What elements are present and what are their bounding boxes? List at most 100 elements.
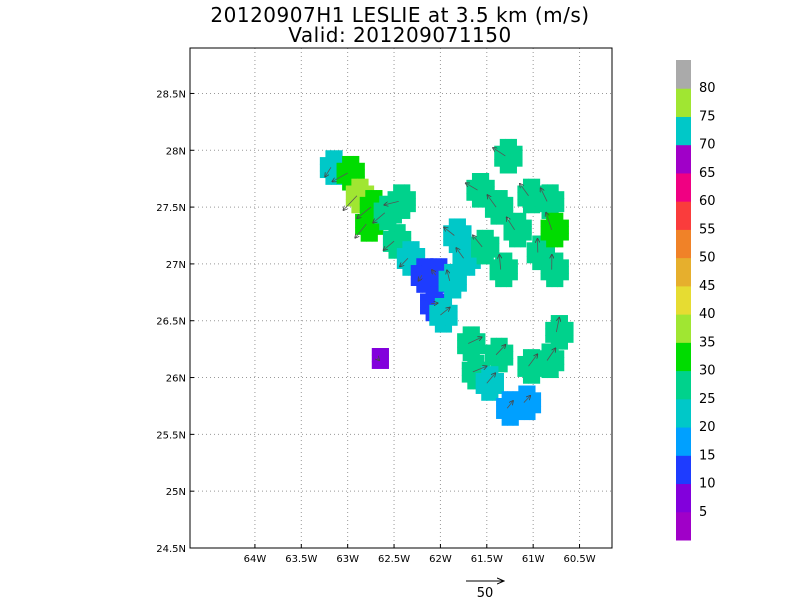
- field-cell: [558, 357, 565, 365]
- field-cell: [388, 230, 395, 239]
- field-cell: [562, 226, 569, 234]
- field-cell: [330, 150, 338, 158]
- field-cell: [528, 369, 535, 377]
- colorbar-label: 45: [699, 279, 716, 294]
- field-cell: [379, 223, 386, 231]
- field-cell: [556, 321, 563, 330]
- field-cell: [540, 226, 547, 234]
- field-cell: [478, 354, 485, 363]
- field-cell: [398, 204, 405, 213]
- field-cell: [342, 155, 349, 164]
- field-cell: [518, 385, 525, 393]
- field-cell: [462, 346, 469, 355]
- field-cell: [528, 355, 535, 364]
- field-cell: [529, 412, 536, 421]
- field-cell: [534, 362, 541, 371]
- field-cell: [366, 213, 373, 222]
- field-cell: [496, 398, 503, 406]
- field-cell: [496, 210, 503, 218]
- field-cell: [388, 251, 395, 259]
- field-cell: [402, 261, 409, 269]
- field-cell: [384, 209, 391, 217]
- field-cell: [541, 343, 548, 351]
- colorbar-label: 10: [699, 477, 716, 492]
- field-cell: [486, 373, 493, 381]
- field-cell: [505, 159, 512, 167]
- field-cell: [520, 212, 527, 221]
- field-cell: [452, 261, 459, 269]
- field-cell: [490, 203, 497, 211]
- field-cell: [526, 242, 533, 250]
- field-cell: [452, 254, 459, 263]
- field-cell: [505, 145, 512, 154]
- field-cell: [547, 184, 554, 192]
- field-cell: [430, 271, 437, 280]
- field-cell: [434, 304, 441, 313]
- field-cell: [552, 184, 559, 192]
- axes: 64W 63.5W 63W 62.5W 62W 61.5W 61W 60.5W 24.5N 25N…: [156, 89, 595, 565]
- x-tick-label: 61W: [522, 554, 545, 565]
- field-cell: [476, 257, 483, 265]
- field-cell: [393, 191, 400, 199]
- field-cell: [496, 358, 503, 366]
- field-cell: [526, 249, 533, 257]
- x-tick-label: 63.5W: [285, 554, 317, 565]
- colorbar-bin: [676, 483, 691, 513]
- field-cell: [503, 233, 510, 241]
- field-cell: [567, 335, 574, 343]
- field-cell: [497, 373, 504, 381]
- colorbar-bin: [676, 257, 691, 287]
- field-cell: [547, 191, 554, 199]
- x-tick-label: 62W: [429, 554, 452, 565]
- field-cell: [413, 241, 420, 249]
- field-cell: [429, 318, 436, 326]
- field-cell: [396, 248, 403, 256]
- field-cell: [435, 258, 442, 266]
- field-cell: [518, 411, 525, 419]
- field-cell: [501, 337, 508, 346]
- field-cell: [488, 179, 495, 188]
- field-cell: [371, 354, 378, 363]
- wind-vector: [468, 337, 481, 344]
- colorbar-label: 20: [699, 420, 716, 435]
- field-cell: [499, 152, 506, 160]
- field-cell: [325, 150, 332, 158]
- vector-reference: 50: [466, 581, 504, 600]
- field-cell: [492, 373, 499, 381]
- field-cell: [509, 219, 516, 227]
- field-cell: [562, 219, 569, 227]
- field-cell: [528, 199, 535, 207]
- field-cell: [336, 169, 343, 177]
- field-cell: [377, 227, 384, 235]
- field-cell: [501, 210, 508, 218]
- field-cell: [416, 265, 423, 273]
- field-cell: [557, 226, 564, 234]
- field-cell: [416, 285, 423, 293]
- field-cell: [458, 261, 465, 269]
- field-cell: [545, 328, 552, 336]
- plot-frame: [189, 47, 613, 549]
- field-cell: [552, 370, 559, 379]
- field-cell: [541, 184, 548, 192]
- field-cell: [425, 293, 432, 301]
- y-tick-label: 25N: [166, 487, 186, 498]
- field-cell: [496, 203, 503, 211]
- field-cell: [509, 226, 516, 234]
- field-cell: [449, 291, 456, 299]
- field-cell: [551, 279, 558, 288]
- field-cell: [358, 162, 365, 171]
- field-cell: [336, 162, 343, 171]
- field-cell: [420, 293, 427, 301]
- field-cell: [460, 277, 467, 285]
- field-cell: [535, 191, 543, 199]
- field-cell: [472, 368, 479, 376]
- field-cell: [487, 236, 494, 244]
- field-cell: [517, 192, 524, 200]
- field-cell: [523, 405, 530, 414]
- field-cell: [477, 186, 484, 194]
- field-cell: [379, 209, 386, 217]
- field-cell: [537, 249, 544, 257]
- field-cell: [459, 245, 466, 254]
- field-cell: [503, 226, 510, 234]
